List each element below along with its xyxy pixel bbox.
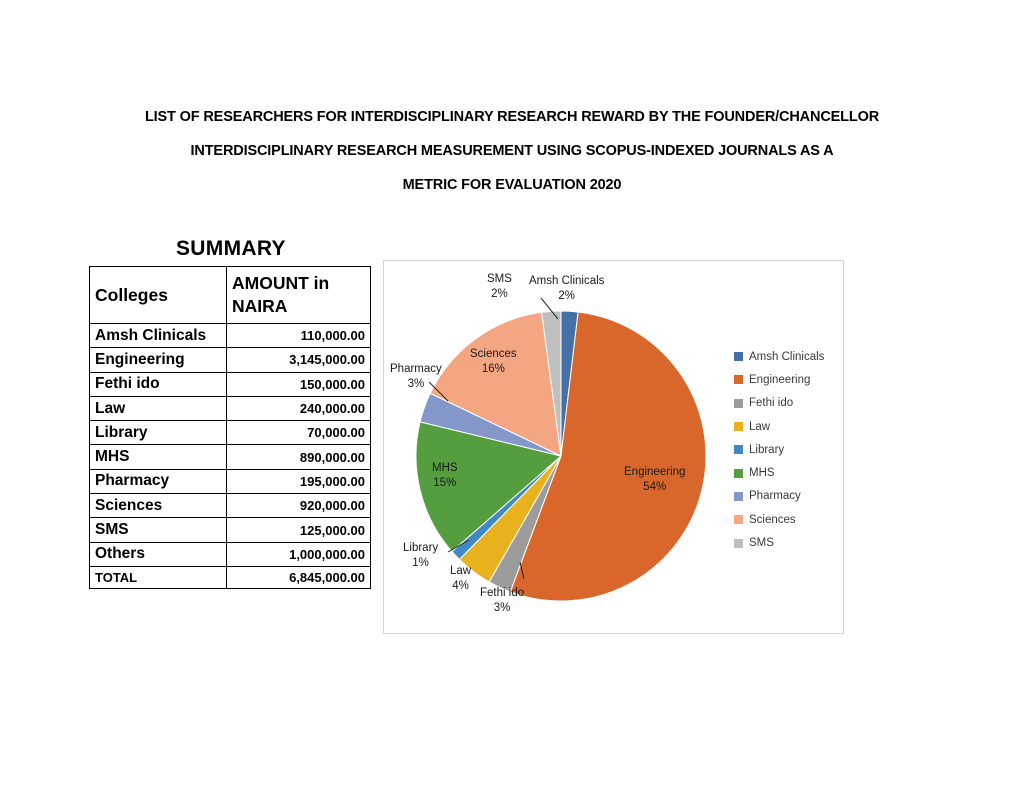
pie-slice-group	[415, 310, 707, 602]
row-amount: 3,145,000.00	[226, 347, 371, 373]
legend-item-pharmacy[interactable]: Pharmacy	[734, 485, 844, 508]
leader-line	[428, 381, 449, 402]
legend-item-amsh-clinicals[interactable]: Amsh Clinicals	[734, 345, 844, 368]
legend-item-sciences[interactable]: Sciences	[734, 508, 844, 531]
pie-label-sms: SMS 2%	[487, 273, 512, 300]
title-line-1: LIST OF RESEARCHERS FOR INTERDISCIPLINAR…	[144, 109, 880, 125]
total-label: TOTAL	[89, 565, 227, 589]
document-title-block: LIST OF RESEARCHERS FOR INTERDISCIPLINAR…	[0, 100, 1024, 202]
legend-item-engineering[interactable]: Engineering	[734, 368, 844, 391]
table-row: Engineering 3,145,000.00	[89, 347, 371, 373]
pie-chart-graphic	[415, 297, 707, 602]
legend-swatch-icon	[734, 491, 743, 501]
pie-chart-legend: Amsh Clinicals Engineering Fethi ido Law…	[734, 345, 844, 555]
legend-swatch-icon	[734, 422, 743, 432]
pie-chart-frame	[383, 260, 844, 634]
row-amount: 110,000.00	[226, 322, 371, 349]
row-amount: 1,000,000.00	[226, 541, 371, 567]
header-cell-amount: AMOUNT in NAIRA	[226, 266, 371, 324]
total-amount: 6,845,000.00	[226, 565, 371, 589]
table-row: MHS 890,000.00	[89, 444, 371, 470]
legend-item-mhs[interactable]: MHS	[734, 461, 844, 484]
legend-label: MHS	[749, 467, 775, 480]
pie-slice[interactable]	[429, 311, 562, 457]
row-amount: 195,000.00	[226, 468, 371, 495]
row-label: Library	[89, 420, 227, 446]
leader-line	[447, 539, 470, 553]
header-amount-line2: NAIRA	[232, 296, 288, 316]
header-cell-colleges: Colleges	[89, 266, 227, 324]
legend-swatch-icon	[734, 375, 743, 385]
table-row: Pharmacy 195,000.00	[89, 468, 371, 495]
legend-label: Amsh Clinicals	[749, 350, 825, 363]
leader-line	[519, 561, 525, 580]
row-label: Others	[89, 541, 227, 567]
title-line-3: METRIC FOR EVALUATION 2020	[402, 177, 622, 193]
pie-label-library: Library 1%	[403, 542, 439, 569]
row-label: MHS	[89, 444, 227, 470]
title-line-2: INTERDISCIPLINARY RESEARCH MEASUREMENT U…	[190, 143, 834, 159]
pie-slice[interactable]	[509, 311, 707, 602]
pie-label-fethi-ido: Fethi ido 3%	[480, 587, 525, 614]
row-amount: 890,000.00	[226, 444, 371, 470]
pie-label-sciences: Sciences 16%	[470, 348, 517, 375]
table-row: Sciences 920,000.00	[89, 493, 371, 519]
row-label: Law	[89, 395, 227, 422]
table-row: Law 240,000.00	[89, 395, 371, 422]
row-amount: 70,000.00	[226, 420, 371, 446]
legend-swatch-icon	[734, 468, 743, 478]
table-total-row: TOTAL 6,845,000.00	[89, 565, 371, 589]
legend-label: Engineering	[749, 373, 811, 386]
legend-item-law[interactable]: Law	[734, 415, 844, 438]
legend-item-library[interactable]: Library	[734, 438, 844, 461]
pie-label-law: Law 4%	[450, 565, 472, 592]
pie-label-mhs: MHS 15%	[432, 462, 458, 489]
table-row: SMS 125,000.00	[89, 517, 371, 543]
legend-swatch-icon	[734, 515, 743, 525]
pie-label-engineering: Engineering 54%	[624, 466, 686, 493]
legend-label: Library	[749, 443, 785, 456]
leader-line	[540, 297, 559, 320]
legend-label: Pharmacy	[749, 490, 801, 503]
row-label: Amsh Clinicals	[89, 322, 227, 349]
legend-swatch-icon	[734, 352, 743, 362]
summary-table-body: Colleges AMOUNT in NAIRA Amsh Clinicals …	[89, 266, 371, 589]
row-amount: 150,000.00	[226, 371, 371, 397]
row-amount: 125,000.00	[226, 517, 371, 543]
table-row: Fethi ido 150,000.00	[89, 371, 371, 397]
summary-caption: SUMMARY	[176, 237, 286, 260]
row-label: Sciences	[89, 493, 227, 519]
table-row: Amsh Clinicals 110,000.00	[89, 322, 371, 349]
header-amount-line1: AMOUNT in	[232, 273, 330, 293]
legend-label: Fethi ido	[749, 397, 794, 410]
row-label: SMS	[89, 517, 227, 543]
legend-item-sms[interactable]: SMS	[734, 531, 844, 554]
row-label: Fethi ido	[89, 371, 227, 397]
row-amount: 240,000.00	[226, 395, 371, 422]
row-label: Engineering	[89, 347, 227, 373]
row-amount: 920,000.00	[226, 493, 371, 519]
table-row: Library 70,000.00	[89, 420, 371, 446]
pie-leader-lines	[428, 297, 559, 580]
legend-item-fethi-ido[interactable]: Fethi ido	[734, 392, 844, 415]
legend-swatch-icon	[734, 445, 743, 455]
summary-table: Colleges AMOUNT in NAIRA Amsh Clinicals …	[89, 266, 371, 589]
legend-label: Sciences	[749, 513, 796, 526]
table-row: Others 1,000,000.00	[89, 541, 371, 567]
legend-swatch-icon	[734, 538, 743, 548]
row-label: Pharmacy	[89, 468, 227, 495]
legend-label: SMS	[749, 537, 774, 550]
pie-label-amsh-clinicals: Amsh Clinicals 2%	[529, 275, 605, 302]
legend-swatch-icon	[734, 398, 743, 408]
table-header-row: Colleges AMOUNT in NAIRA	[89, 266, 371, 324]
pie-slice[interactable]	[415, 421, 563, 553]
legend-label: Law	[749, 420, 771, 433]
pie-label-pharmacy: Pharmacy 3%	[390, 363, 442, 390]
